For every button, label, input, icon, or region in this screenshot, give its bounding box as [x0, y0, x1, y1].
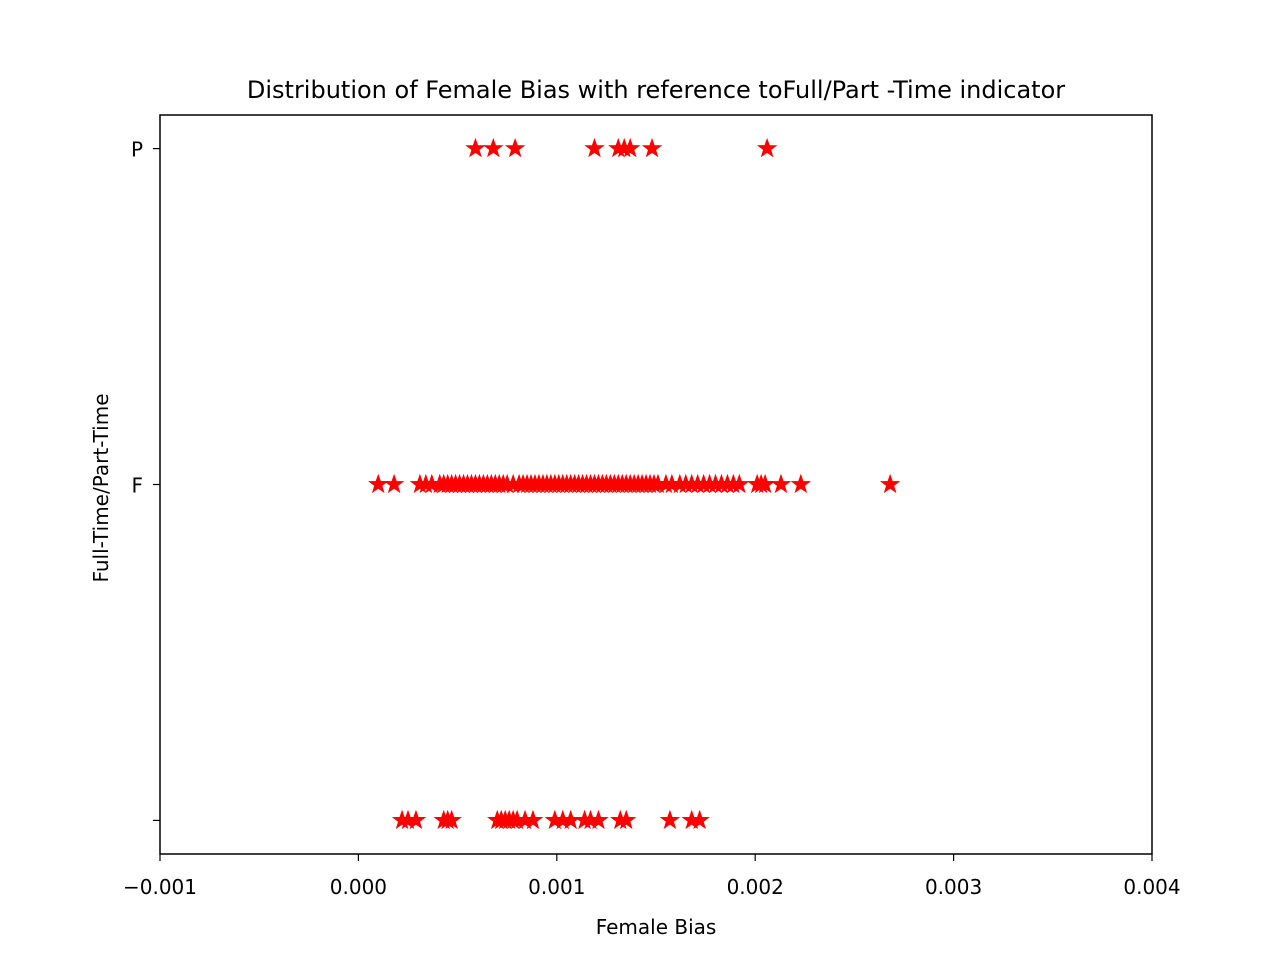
x-axis-label: Female Bias	[596, 915, 717, 939]
x-tick-label: 0.000	[330, 875, 387, 899]
data-point-star	[441, 809, 462, 830]
data-point-star	[770, 473, 792, 494]
data-point-star	[483, 137, 504, 158]
chart-title: Distribution of Female Bias with referen…	[247, 76, 1065, 104]
data-point-star	[584, 137, 605, 158]
data-point-star	[383, 473, 405, 494]
x-tick-label: 0.004	[1123, 875, 1180, 899]
x-tick-label: −0.001	[123, 875, 197, 899]
data-point-star	[659, 809, 681, 830]
data-point-star	[588, 809, 609, 830]
y-tick-label: F	[131, 474, 143, 498]
data-point-star	[689, 809, 710, 830]
data-point-star	[504, 137, 526, 158]
plot-frame	[159, 114, 1153, 855]
x-tick-label: 0.001	[528, 875, 585, 899]
data-point-star	[405, 809, 427, 830]
y-axis-label: Full-Time/Part-Time	[89, 393, 113, 582]
x-tick-label: 0.002	[727, 875, 784, 899]
data-point-star	[616, 809, 637, 830]
y-tick-label: P	[131, 138, 143, 162]
data-point-star	[790, 473, 812, 494]
data-point-star	[465, 137, 486, 158]
data-point-star	[641, 137, 663, 158]
y-axis: FP	[131, 138, 160, 822]
data-points	[368, 137, 901, 830]
data-point-star	[522, 809, 544, 830]
x-tick-label: 0.003	[925, 875, 982, 899]
data-point-star	[879, 473, 901, 494]
data-point-star	[620, 137, 641, 158]
data-point-star	[756, 137, 778, 158]
x-axis: −0.001 0.000 0.001 0.002 0.003 0.004	[123, 854, 1181, 899]
data-point-star	[729, 473, 750, 494]
